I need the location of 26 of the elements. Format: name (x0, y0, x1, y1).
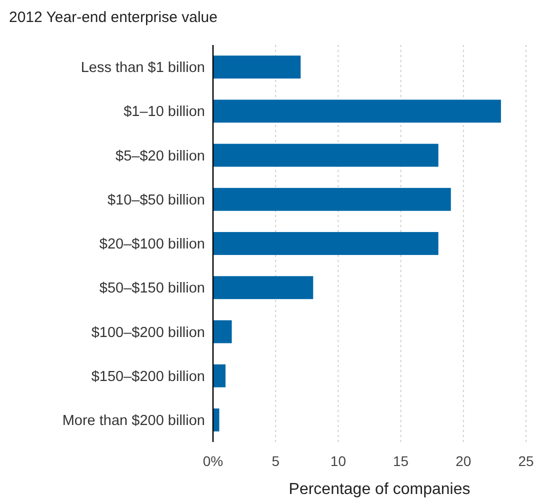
y-tick-label: $5–$20 billion (116, 148, 205, 164)
y-tick-label: $50–$150 billion (99, 280, 205, 297)
bar (213, 408, 220, 432)
x-tick-label: 25 (518, 453, 534, 469)
y-tick-label: $150–$200 billion (91, 368, 205, 385)
x-tick-label: 0% (202, 453, 224, 469)
x-tick-label: 10 (330, 453, 346, 469)
bar (213, 56, 301, 79)
chart-title: 2012 Year-end enterprise value (9, 9, 218, 26)
x-tick-label: 20 (456, 453, 472, 469)
y-tick-label: More than $200 billion (62, 413, 205, 430)
bar (213, 144, 438, 167)
bar (213, 320, 232, 344)
x-tick-label: 5 (272, 453, 280, 469)
bar (213, 364, 226, 388)
bar (213, 100, 501, 123)
y-tick-label: Less than $1 billion (80, 60, 205, 76)
bar (213, 276, 314, 300)
y-tick-label: $1–10 billion (124, 104, 205, 120)
x-tick-label: 15 (393, 453, 409, 469)
bar (213, 188, 451, 211)
bar (213, 232, 438, 255)
y-tick-label: $10–$50 billion (107, 192, 205, 208)
y-tick-label: $20–$100 billion (99, 236, 205, 253)
x-axis-title: Percentage of companies (288, 481, 470, 498)
y-tick-label: $100–$200 billion (91, 324, 205, 341)
